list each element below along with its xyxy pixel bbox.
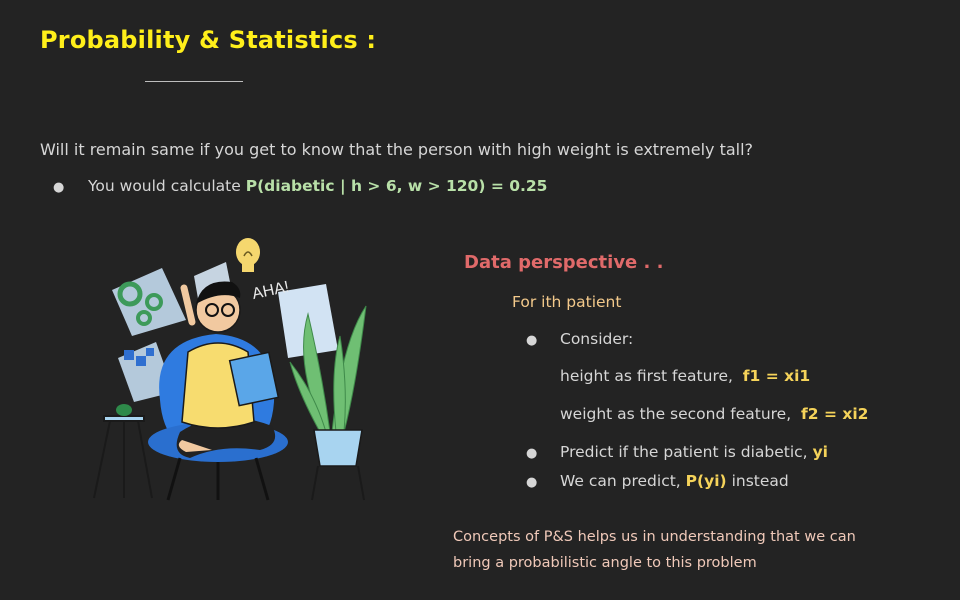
bullet-dot: ●: [53, 180, 65, 195]
calc-prefix: You would calculate: [88, 177, 246, 195]
cup-icon: [116, 404, 132, 416]
slide-title: Probability & Statistics :: [40, 26, 377, 54]
height-line: height as first feature, f1 = xi1: [560, 367, 810, 385]
gear-icon: [117, 281, 163, 326]
predict2-suffix: instead: [731, 472, 789, 490]
puzzle-icon: [124, 348, 154, 366]
predict2-prefix: We can predict,: [560, 472, 681, 490]
weight-formula: f2 = xi2: [801, 405, 869, 423]
bullet-dot: ●: [526, 446, 538, 461]
consider-line: Consider:: [560, 330, 634, 348]
concepts-paragraph: Concepts of P&S helps us in understandin…: [453, 524, 893, 576]
title-underline: [145, 81, 243, 82]
person: [176, 281, 280, 458]
plant: [289, 305, 367, 433]
concepts-line-1: Concepts of P&S helps us in understandin…: [453, 529, 856, 545]
data-perspective-title: Data perspective . .: [464, 252, 664, 273]
weight-line: weight as the second feature, f2 = xi2: [560, 405, 868, 423]
predict-text: Predict if the patient is diabetic,: [560, 443, 808, 461]
lightbulb-icon: [236, 238, 260, 272]
side-table: [93, 415, 153, 499]
weight-text: weight as the second feature,: [560, 405, 792, 423]
ith-patient-label: For ith patient: [512, 293, 622, 311]
plant-pot: [311, 429, 365, 501]
reading-person-illustration: AHA!: [93, 238, 367, 501]
predict2-var: P(yi): [685, 472, 727, 490]
question-text: Will it remain same if you get to know t…: [40, 140, 754, 159]
height-formula: f1 = xi1: [742, 367, 811, 385]
predict2-line: We can predict, P(yi) instead: [560, 472, 789, 490]
predict-var: yi: [812, 443, 828, 461]
predict-line: Predict if the patient is diabetic, yi: [560, 443, 828, 461]
calc-line: You would calculate P(diabetic | h > 6, …: [88, 177, 547, 195]
bullet-dot: ●: [526, 475, 538, 490]
calc-formula: P(diabetic | h > 6, w > 120) = 0.25: [245, 177, 548, 195]
concepts-line-2: bring a probabilistic angle to this prob…: [453, 555, 757, 571]
height-text: height as first feature,: [560, 367, 733, 385]
bullet-dot: ●: [526, 333, 538, 348]
